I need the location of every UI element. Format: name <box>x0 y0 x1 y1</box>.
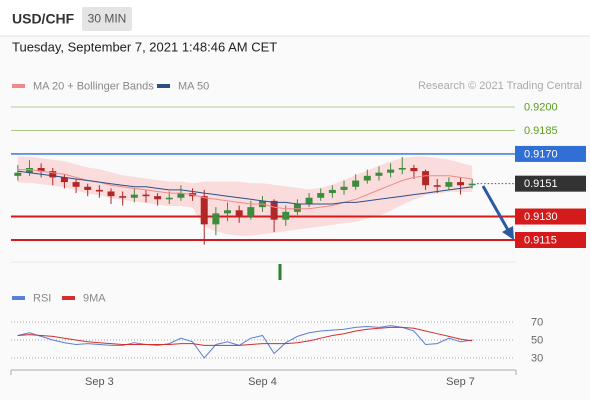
candle-body <box>270 200 278 220</box>
moving-average <box>17 170 473 205</box>
candle-body <box>422 171 430 186</box>
candle-body <box>293 204 301 212</box>
interval: 30 MIN <box>88 12 127 26</box>
credit: Research © 2021 Trading Central <box>418 80 582 92</box>
x-tick-label: Sep 3 <box>85 376 114 388</box>
legend-swatch <box>62 296 75 300</box>
candle-body <box>14 172 22 176</box>
candle-body <box>72 182 80 187</box>
candle-body <box>457 182 465 186</box>
price-label: 0.9151 <box>524 178 558 190</box>
candle-body <box>25 168 33 173</box>
plot: MA 20 + Bollinger Bands MA 50 0.9200 0.9185… <box>10 80 586 388</box>
candle-body <box>200 196 208 225</box>
legend-label: MA 50 <box>178 80 209 92</box>
candle-body <box>468 183 476 186</box>
indicator-line <box>17 325 473 359</box>
candle-body <box>328 189 336 194</box>
legend-swatch <box>12 84 25 88</box>
candle-body <box>363 175 371 181</box>
band-upper <box>17 156 473 191</box>
candle-body <box>37 168 45 172</box>
candle-body <box>154 196 162 200</box>
candle-body <box>235 210 243 217</box>
price-label: 0.9170 <box>524 148 558 160</box>
legend-label: RSI <box>33 292 51 304</box>
forecast-arrowhead <box>502 226 514 240</box>
candle-body <box>60 177 68 183</box>
price-label: 0.9200 <box>524 101 558 113</box>
price-label: 0.9185 <box>524 125 558 137</box>
forecast-arrow <box>481 185 510 231</box>
candle-body <box>95 189 103 192</box>
legend-label: MA 20 + Bollinger Bands <box>33 80 154 92</box>
candle-body <box>387 169 395 173</box>
interval-box <box>82 7 132 31</box>
candle-body <box>282 211 290 220</box>
candle-body <box>119 196 127 198</box>
candle-body <box>305 197 313 205</box>
price-label: 0.9115 <box>524 234 557 246</box>
candle-body <box>177 193 185 198</box>
price-label-box <box>515 208 586 225</box>
candle-body <box>49 171 57 178</box>
candle-body <box>340 186 348 190</box>
candle-body <box>375 172 383 176</box>
candle-body <box>212 213 220 225</box>
band-lower <box>17 181 473 236</box>
indicator-line <box>17 326 473 346</box>
legend-swatch <box>12 296 25 300</box>
candle-body <box>107 191 115 197</box>
price-label-box <box>515 175 586 192</box>
candle-body <box>84 186 92 190</box>
y-tick-label: 50 <box>531 334 543 346</box>
candle-body <box>410 168 418 172</box>
candle-body <box>352 180 360 187</box>
legend-label: 9MA <box>83 292 106 304</box>
price-label-box <box>515 145 586 162</box>
candle-body <box>398 168 406 170</box>
candle-body <box>142 194 150 197</box>
x-tick-label: Sep 7 <box>446 376 475 388</box>
symbol: USD/CHF <box>12 11 75 27</box>
candle-body <box>433 185 441 187</box>
legend-swatch <box>157 84 170 88</box>
price-label: 0.9130 <box>524 211 558 223</box>
x-tick-label: Sep 4 <box>248 376 277 388</box>
candle-body <box>165 197 173 200</box>
candle-body <box>130 194 138 198</box>
price-label-box <box>515 232 586 248</box>
candle-body <box>224 210 232 214</box>
candle-body <box>247 207 255 217</box>
candle-body <box>317 193 325 198</box>
y-tick-label: 70 <box>531 316 543 328</box>
y-tick-label: 30 <box>531 352 543 364</box>
candle-body <box>445 182 453 187</box>
timestamp: Tuesday, September 7, 2021 1:48:46 AM CE… <box>12 39 277 54</box>
